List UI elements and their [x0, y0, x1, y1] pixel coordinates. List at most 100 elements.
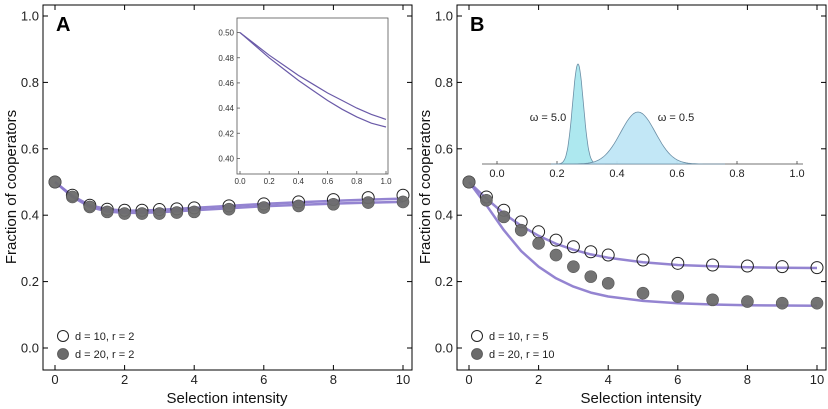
x-tick-label: 4 [605, 372, 612, 387]
x-tick-label: 4 [191, 372, 198, 387]
data-point-open [706, 258, 720, 272]
y-tick-label: 0.2 [435, 274, 453, 289]
data-point-open [775, 260, 789, 274]
panel-a-y-label: Fraction of cooperators [3, 110, 20, 264]
x-tick-label: 8 [744, 372, 751, 387]
y-tick-label: 0.8 [21, 75, 39, 90]
inset-line [239, 32, 387, 128]
x-tick-label: 8 [330, 372, 337, 387]
data-point-filled [480, 193, 493, 207]
distribution-area [551, 111, 725, 165]
distribution-label-omega-0-5: ω = 0.5 [658, 112, 694, 124]
y-tick-label: 1.0 [21, 9, 39, 24]
panel-b-frame [456, 4, 827, 371]
x-tick-label: 10 [396, 372, 410, 387]
x-tick-label: 0 [51, 372, 58, 387]
x-tick-label: 2 [535, 372, 542, 387]
data-point-filled [83, 200, 97, 214]
panel-a-inset-lines [239, 32, 387, 128]
data-point-filled [462, 175, 476, 189]
data-point-filled [532, 237, 545, 250]
data-point-filled [327, 197, 340, 211]
x-tick-label: 6 [674, 372, 681, 387]
y-tick-label: 1.0 [435, 9, 453, 24]
panel-b-legend: d = 10, r = 5 d = 20, r = 10 [471, 330, 554, 361]
inset-x-tick-label: 0.2 [549, 168, 564, 180]
x-tick-label: 2 [121, 372, 128, 387]
panel-a-letter: A [56, 14, 70, 36]
panel-a-inset: 0.40 0.42 0.44 0.46 0.48 0.50 0.0 0.2 0.4 0.6 0.8… [218, 17, 392, 186]
panel-b-y-ticks: 0.0 0.2 0.4 0.6 0.8 1.0 [435, 9, 826, 356]
inset-line [239, 32, 387, 120]
data-point-filled [118, 207, 131, 220]
panel-a-x-label: Selection intensity [167, 390, 288, 407]
panel-b-legend-series-2: d = 20, r = 10 [489, 349, 554, 361]
data-point-filled [187, 205, 201, 219]
inset-y-tick-label: 0.44 [218, 104, 234, 113]
legend-filled-circle-marker [471, 348, 483, 360]
data-point-filled [775, 296, 789, 310]
y-tick-label: 0.0 [435, 341, 453, 356]
data-point-open [549, 233, 563, 247]
fit-curve [468, 181, 818, 308]
data-point-filled [636, 286, 650, 300]
panel-b-letter: B [470, 14, 484, 36]
data-point-filled [100, 205, 114, 219]
panel-a-inset-y-ticks: 0.40 0.42 0.44 0.46 0.48 0.50 [218, 29, 240, 163]
y-tick-label: 0.2 [21, 274, 39, 289]
inset-x-tick-label: 0.4 [293, 177, 305, 186]
data-point-open [671, 256, 685, 270]
y-tick-label: 0.4 [435, 208, 453, 223]
panel-a-y-ticks: 0.0 0.2 0.4 0.6 0.8 1.0 [21, 9, 412, 356]
inset-x-tick-label: 0.0 [489, 168, 504, 180]
panel-a-inset-frame [236, 17, 389, 175]
data-point-filled [257, 201, 271, 214]
y-tick-label: 0.8 [435, 75, 453, 90]
y-tick-label: 0.0 [21, 341, 39, 356]
panel-a-legend: d = 10, r = 2 d = 20, r = 2 [57, 330, 134, 361]
inset-x-tick-label: 0.6 [669, 168, 684, 180]
legend-open-circle-marker [57, 330, 69, 342]
data-point-open [566, 240, 580, 254]
inset-x-tick-label: 1.0 [380, 177, 392, 186]
x-tick-label: 0 [465, 372, 472, 387]
data-point-open [584, 245, 598, 259]
panel-a: A 0.0 0.2 0.4 0.6 0.8 1.0 0 2 4 6 8 10 Selection i… [3, 4, 413, 407]
inset-y-tick-label: 0.50 [218, 29, 234, 38]
data-point-filled [810, 296, 824, 310]
data-point-filled [514, 223, 528, 237]
data-point-filled [292, 199, 305, 213]
data-point-filled [135, 207, 149, 220]
panel-a-legend-series-1: d = 10, r = 2 [75, 331, 134, 343]
legend-open-circle-marker [471, 330, 483, 342]
inset-x-tick-label: 1.0 [789, 168, 804, 180]
inset-x-tick-label: 0.8 [729, 168, 744, 180]
data-point-filled [361, 196, 375, 209]
panel-b-legend-series-1: d = 10, r = 5 [489, 331, 548, 343]
data-point-filled [549, 248, 563, 262]
data-point-filled [497, 210, 511, 224]
data-point-filled [567, 260, 580, 273]
data-point-filled [741, 295, 754, 308]
panel-a-inset-x-ticks: 0.0 0.2 0.4 0.6 0.8 1.0 [234, 171, 392, 186]
data-point-open [636, 253, 650, 267]
inset-y-tick-label: 0.40 [218, 154, 234, 163]
data-point-filled [170, 206, 184, 219]
panel-b: B 0.0 0.2 0.4 0.6 0.8 1.0 0 2 4 6 8 10 0.0 0.2 0.4 0.… [417, 4, 827, 407]
panel-a-x-ticks: 0 2 4 6 8 10 [51, 5, 410, 387]
inset-y-tick-label: 0.42 [218, 129, 234, 138]
panel-b-x-ticks: 0 2 4 6 8 10 [465, 5, 824, 387]
inset-y-tick-label: 0.46 [218, 79, 234, 88]
data-point-filled [584, 270, 598, 283]
distribution-label-omega-5: ω = 5.0 [530, 112, 566, 124]
x-tick-label: 10 [810, 372, 824, 387]
inset-x-tick-label: 0.8 [351, 177, 363, 186]
y-tick-label: 0.4 [21, 208, 39, 223]
panel-a-legend-series-2: d = 20, r = 2 [75, 349, 134, 361]
y-tick-label: 0.6 [21, 141, 39, 156]
data-point-filled [396, 195, 410, 209]
inset-y-tick-label: 0.48 [218, 54, 234, 63]
inset-x-tick-label: 0.6 [322, 177, 334, 186]
y-tick-label: 0.6 [435, 141, 453, 156]
